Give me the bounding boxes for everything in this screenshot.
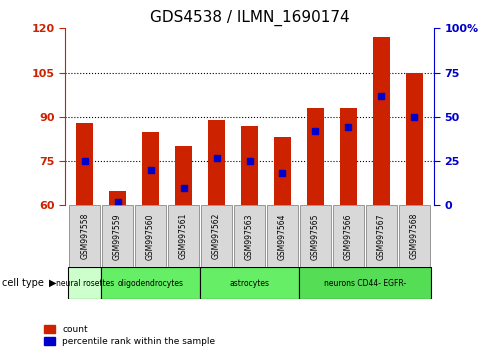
Bar <box>76 123 93 205</box>
Bar <box>307 108 324 205</box>
FancyBboxPatch shape <box>68 267 101 299</box>
FancyBboxPatch shape <box>168 205 199 267</box>
Text: GSM997561: GSM997561 <box>179 213 188 259</box>
Text: GSM997558: GSM997558 <box>80 213 89 259</box>
FancyBboxPatch shape <box>366 205 397 267</box>
Bar <box>406 73 423 205</box>
FancyBboxPatch shape <box>200 267 299 299</box>
Text: GSM997567: GSM997567 <box>377 213 386 259</box>
FancyBboxPatch shape <box>69 205 100 267</box>
FancyBboxPatch shape <box>299 267 431 299</box>
Text: GSM997559: GSM997559 <box>113 213 122 259</box>
Bar <box>175 146 192 205</box>
Bar <box>241 126 258 205</box>
Text: ▶: ▶ <box>48 278 56 288</box>
Text: GSM997560: GSM997560 <box>146 213 155 259</box>
FancyBboxPatch shape <box>333 205 364 267</box>
FancyBboxPatch shape <box>399 205 430 267</box>
Title: GDS4538 / ILMN_1690174: GDS4538 / ILMN_1690174 <box>150 9 349 25</box>
FancyBboxPatch shape <box>202 205 232 267</box>
FancyBboxPatch shape <box>235 205 264 267</box>
Text: astrocytes: astrocytes <box>230 279 269 288</box>
Text: GSM997562: GSM997562 <box>212 213 221 259</box>
FancyBboxPatch shape <box>102 205 133 267</box>
Text: GSM997563: GSM997563 <box>245 213 254 259</box>
Legend: count, percentile rank within the sample: count, percentile rank within the sample <box>44 325 216 346</box>
Bar <box>274 137 291 205</box>
Text: cell type: cell type <box>2 278 44 288</box>
FancyBboxPatch shape <box>267 205 297 267</box>
FancyBboxPatch shape <box>300 205 331 267</box>
Text: neurons CD44- EGFR-: neurons CD44- EGFR- <box>324 279 406 288</box>
Bar <box>109 190 126 205</box>
Text: neural rosettes: neural rosettes <box>55 279 114 288</box>
FancyBboxPatch shape <box>101 267 200 299</box>
FancyBboxPatch shape <box>135 205 166 267</box>
Bar <box>340 108 357 205</box>
Text: GSM997565: GSM997565 <box>311 213 320 259</box>
Bar <box>208 120 225 205</box>
Bar <box>142 132 159 205</box>
Text: GSM997564: GSM997564 <box>278 213 287 259</box>
Text: GSM997566: GSM997566 <box>344 213 353 259</box>
Text: GSM997568: GSM997568 <box>410 213 419 259</box>
Text: oligodendrocytes: oligodendrocytes <box>118 279 184 288</box>
Bar <box>373 37 390 205</box>
